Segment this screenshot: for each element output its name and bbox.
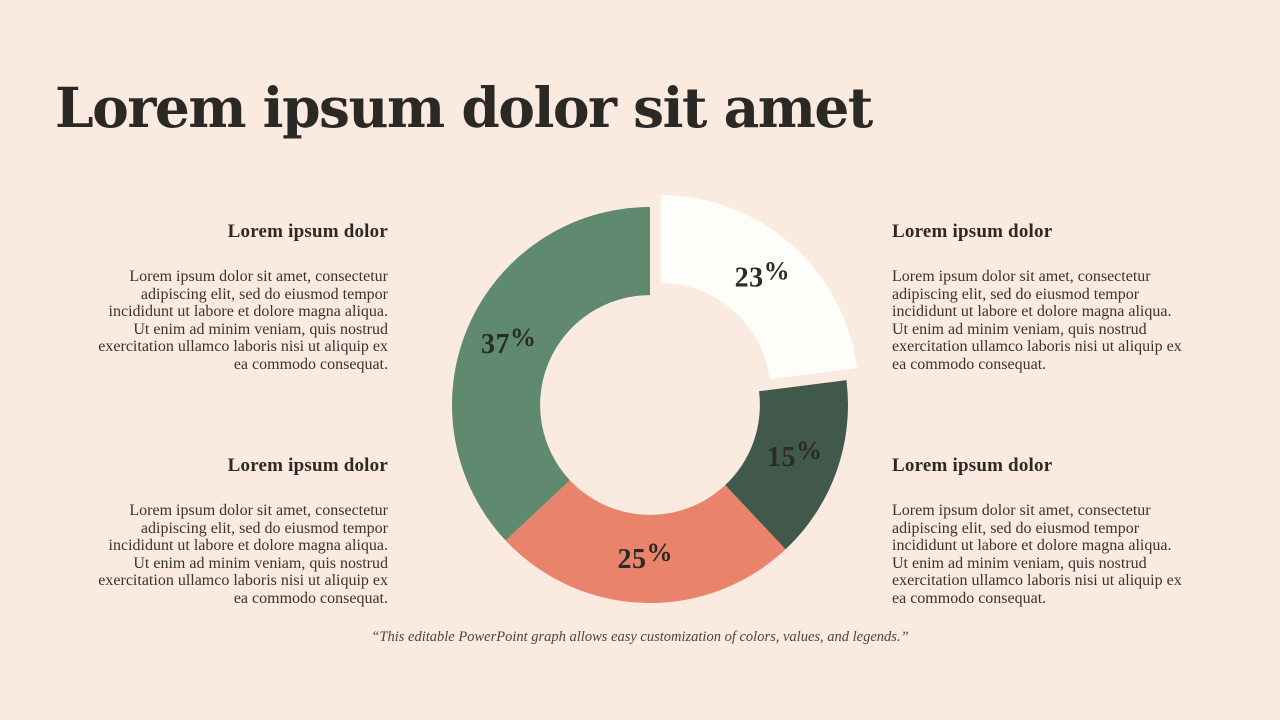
slice-green <box>451 207 650 541</box>
slice-white <box>660 195 858 380</box>
block-body: Lorem ipsum dolor sit amet, consectetur … <box>892 502 1182 607</box>
donut-chart-svg: 23% 15% 25% 37% <box>451 195 858 604</box>
donut-chart: 23% 15% 25% 37% <box>430 183 870 623</box>
text-block-top-right: Lorem ipsum dolor Lorem ipsum dolor sit … <box>892 220 1186 373</box>
slice-salmon <box>505 480 786 604</box>
block-heading: Lorem ipsum dolor <box>892 455 1053 476</box>
block-body: Lorem ipsum dolor sit amet, consectetur … <box>98 268 388 373</box>
slice-dark-green <box>725 380 849 550</box>
block-body: Lorem ipsum dolor sit amet, consectetur … <box>892 268 1182 373</box>
slide-caption: “This editable PowerPoint graph allows e… <box>371 629 909 645</box>
text-block-bottom-left: Lorem ipsum dolor Lorem ipsum dolor sit … <box>98 454 388 607</box>
slice-dark-green-label: 15% <box>767 436 823 473</box>
slice-white-label: 23% <box>735 257 791 294</box>
slice-green-label: 37% <box>481 323 537 360</box>
block-heading: Lorem ipsum dolor <box>892 221 1053 242</box>
block-heading: Lorem ipsum dolor <box>227 221 388 242</box>
slide-title: Lorem ipsum dolor sit amet <box>55 75 873 140</box>
text-block-top-left: Lorem ipsum dolor Lorem ipsum dolor sit … <box>98 220 388 373</box>
slice-salmon-label: 25% <box>617 538 673 575</box>
block-heading: Lorem ipsum dolor <box>227 455 388 476</box>
text-block-bottom-right: Lorem ipsum dolor Lorem ipsum dolor sit … <box>892 454 1186 607</box>
block-body: Lorem ipsum dolor sit amet, consectetur … <box>98 502 388 607</box>
